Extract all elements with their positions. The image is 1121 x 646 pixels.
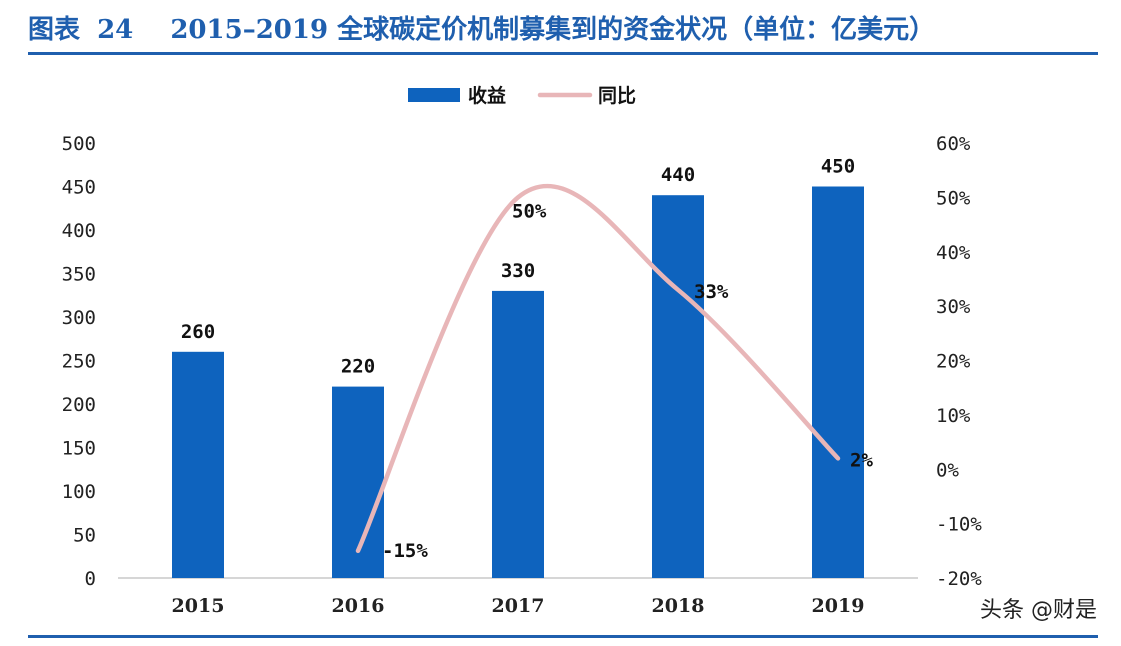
line-value-label: 50% [512, 200, 547, 222]
left-axis-tick-label: 350 [62, 264, 96, 286]
bottom-rule [28, 635, 1098, 638]
bar-value-label: 220 [341, 356, 375, 378]
left-axis-tick-label: 400 [62, 220, 96, 242]
left-axis-tick-label: 100 [62, 481, 96, 503]
legend-bar-label: 收益 [468, 84, 506, 107]
figure-title-text: 2015–2019 全球碳定价机制募集到的资金状况（单位：亿美元） [170, 15, 936, 45]
left-axis-tick-label: 0 [85, 568, 96, 590]
right-axis-tick-label: 40% [936, 242, 971, 264]
right-axis-tick-label: 20% [936, 351, 971, 373]
bar-value-label: 330 [501, 260, 535, 282]
right-axis-tick-label: 0% [936, 459, 959, 481]
left-axis-tick-label: 250 [62, 351, 96, 373]
left-axis-tick-label: 150 [62, 438, 96, 460]
bar-value-label: 440 [661, 164, 695, 186]
line-value-label: 2% [850, 449, 873, 471]
x-axis-tick-label: 2019 [812, 595, 865, 617]
legend-line-label: 同比 [598, 85, 636, 107]
x-axis-tick-label: 2015 [172, 595, 225, 617]
right-axis-tick-label: 10% [936, 405, 971, 427]
legend-bar-swatch [408, 88, 460, 102]
top-rule [28, 52, 1098, 55]
bar-2019 [812, 186, 864, 578]
left-axis-tick-label: 50 [73, 525, 96, 547]
right-axis-tick-label: -20% [936, 568, 982, 590]
bar-value-label: 260 [181, 321, 215, 343]
left-axis-tick-label: 200 [62, 394, 96, 416]
left-axis-tick-label: 450 [62, 177, 96, 199]
right-axis-tick-label: -10% [936, 514, 982, 536]
right-axis-tick-label: 60% [936, 133, 971, 155]
line-value-label: 33% [694, 281, 729, 303]
bar-2015 [172, 351, 224, 578]
x-axis-tick-label: 2017 [492, 595, 545, 617]
yoy-line [355, 183, 841, 554]
x-axis-tick-label: 2018 [652, 595, 705, 617]
figure-number: 24 [97, 15, 134, 45]
watermark: 头条 @财是 [976, 592, 1101, 624]
left-axis-tick-label: 300 [62, 307, 96, 329]
x-axis-tick-label: 2016 [332, 595, 385, 617]
line-value-label: -15% [382, 540, 428, 562]
bar-2017 [492, 290, 544, 578]
left-axis-tick-label: 500 [62, 133, 96, 155]
figure-prefix: 图表 [28, 15, 81, 45]
bar-value-label: 450 [821, 156, 855, 178]
bar-2018 [652, 195, 704, 578]
right-axis-tick-label: 50% [936, 187, 971, 209]
figure-title: 图表 24 2015–2019 全球碳定价机制募集到的资金状况（单位：亿美元） [28, 10, 1098, 50]
right-axis-tick-label: 30% [936, 296, 971, 318]
